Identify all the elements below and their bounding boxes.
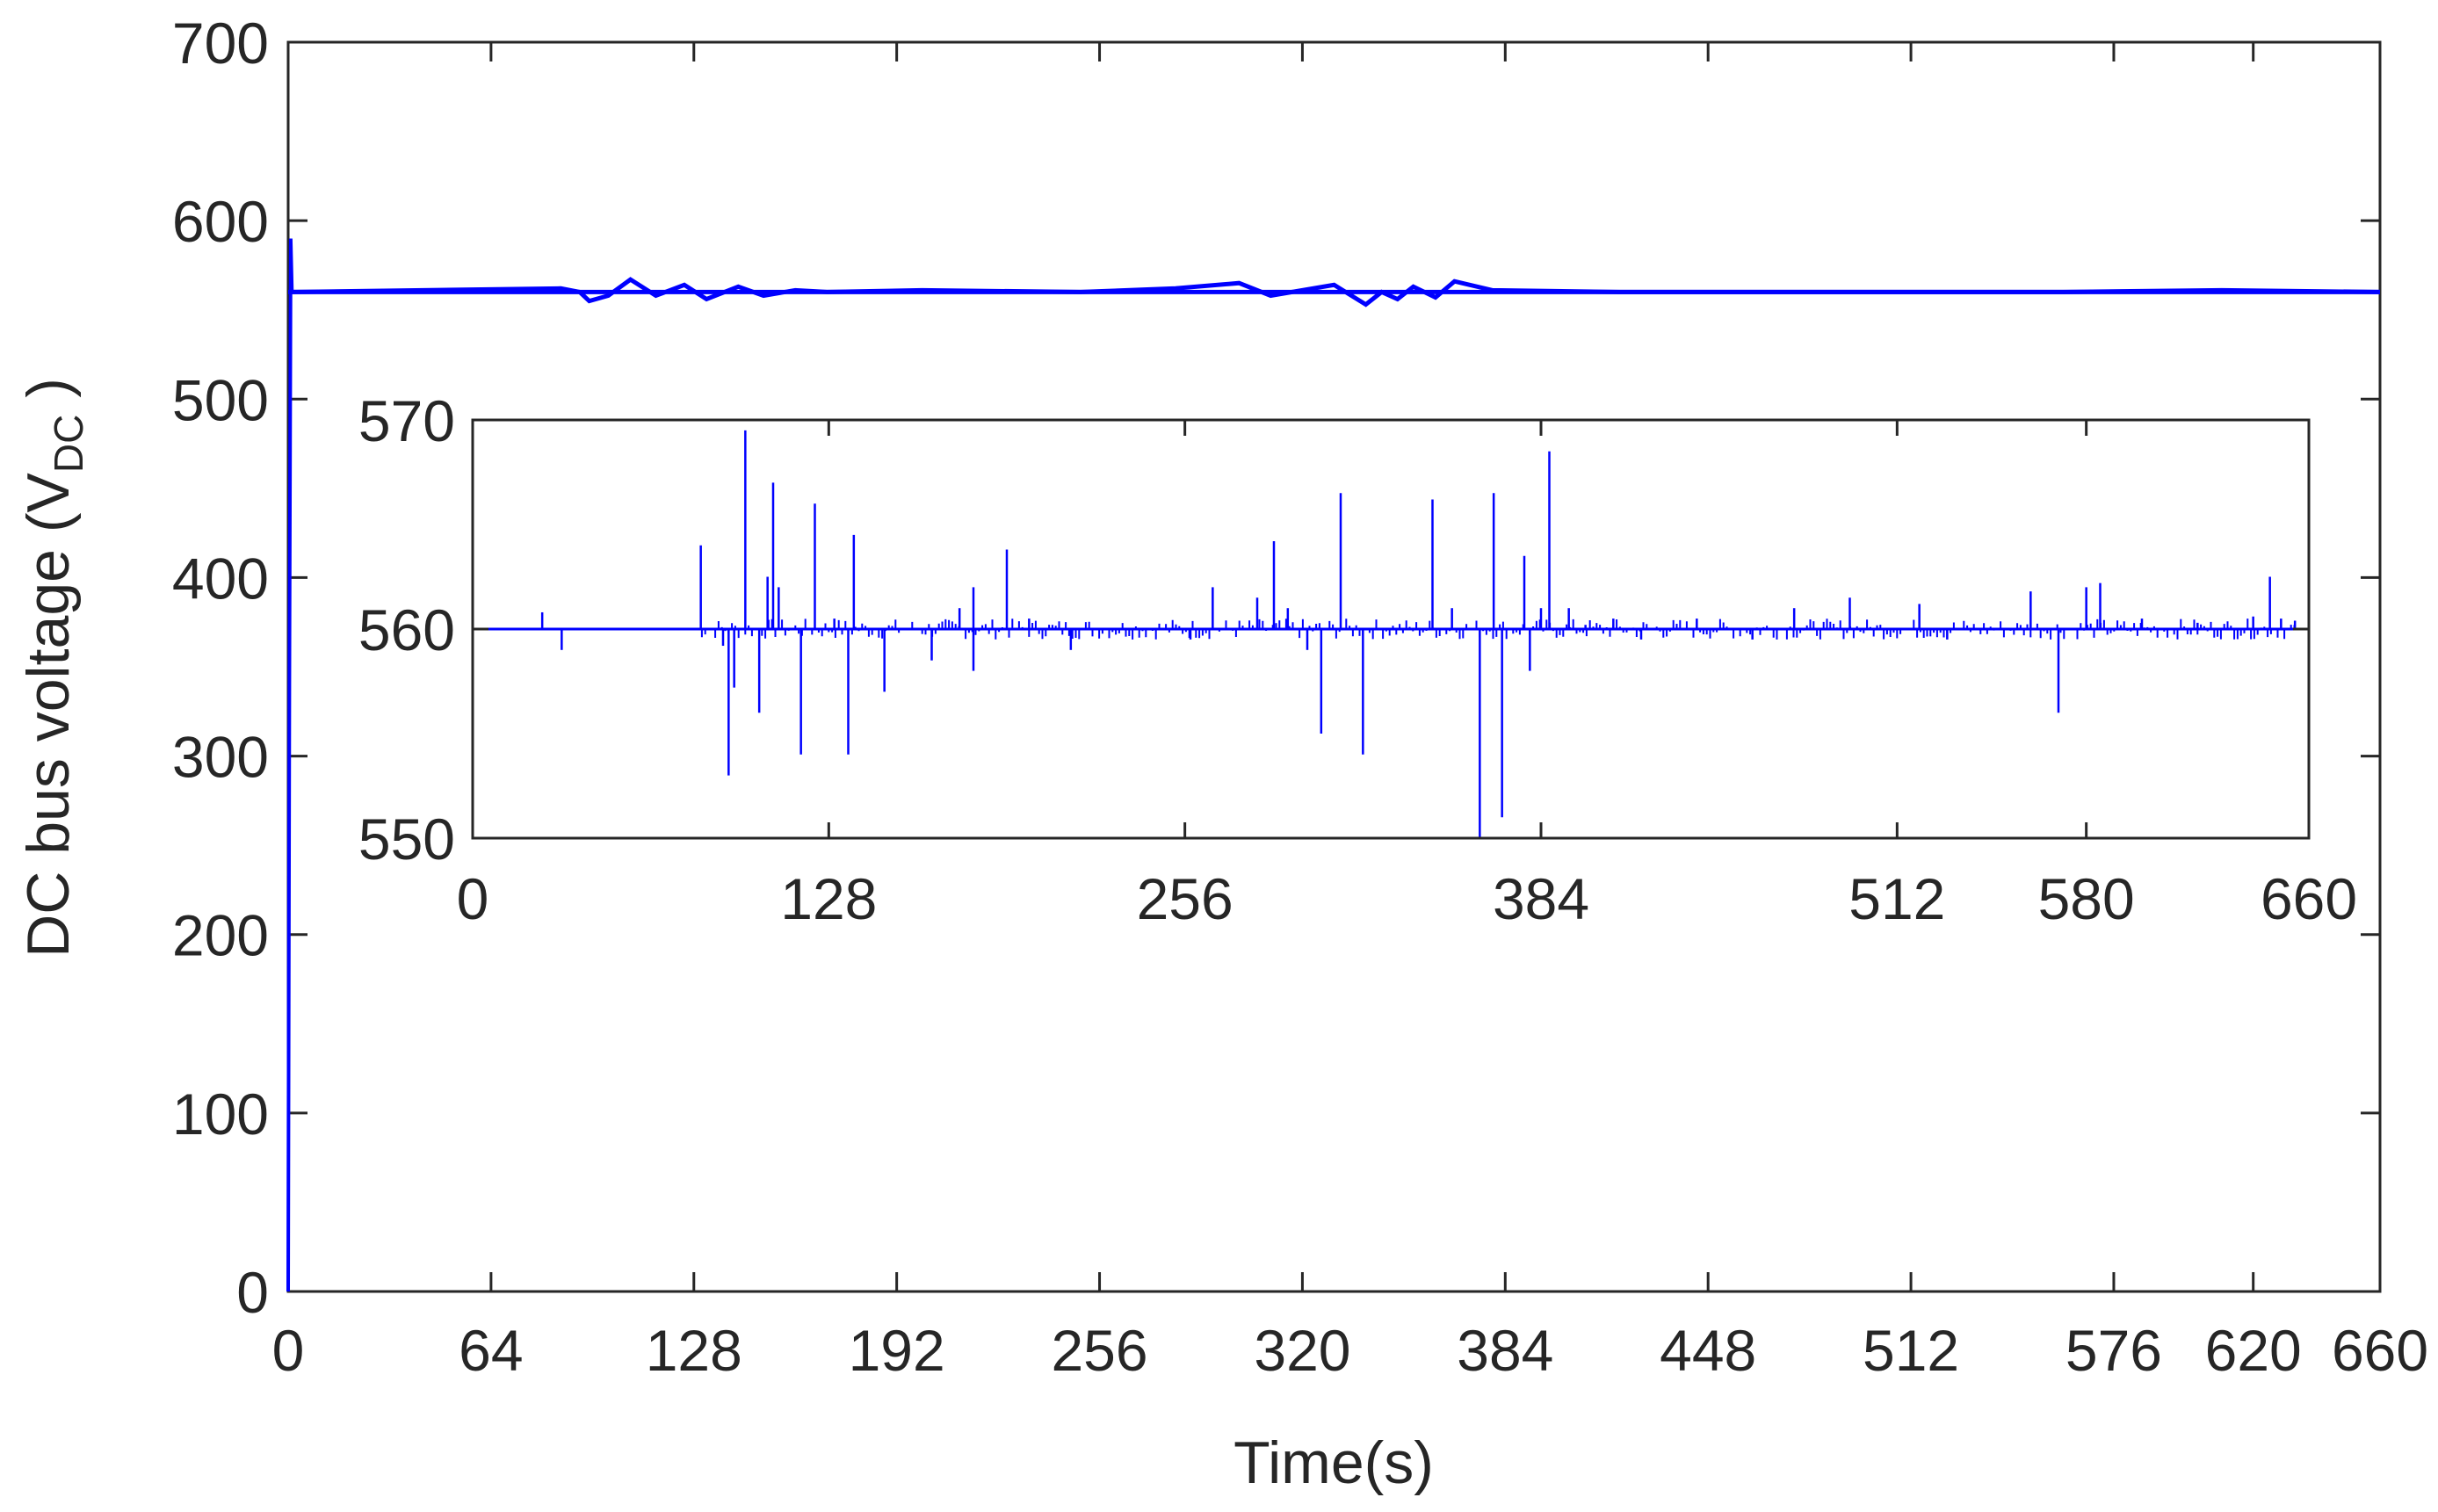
main-x-tick-label: 256 xyxy=(1051,1318,1147,1383)
main-x-tick-label: 128 xyxy=(646,1318,742,1383)
main-ticks xyxy=(286,40,2382,1293)
inset-x-tick-label: 0 xyxy=(457,866,489,931)
main-y-tick-label: 0 xyxy=(236,1260,269,1325)
main-x-tick-label: 448 xyxy=(1660,1318,1756,1383)
inset-x-tick-label: 580 xyxy=(2038,866,2135,931)
inset-y-tick-label: 550 xyxy=(358,807,455,872)
main-x-tick-label: 576 xyxy=(2065,1318,2162,1383)
main-x-tick-label: 620 xyxy=(2205,1318,2302,1383)
inset-x-tick-label: 384 xyxy=(1493,866,1589,931)
x-axis-label: Time(s) xyxy=(1233,1429,1434,1496)
inset-ticks xyxy=(471,418,2311,840)
y-axis-label-main: DC bus voltage (V xyxy=(15,472,82,957)
main-x-tick-label: 0 xyxy=(272,1318,305,1383)
y-axis-label-subscript: DC xyxy=(46,415,91,473)
y-axis-label-close: ) xyxy=(15,378,82,415)
inset-y-tick-label: 560 xyxy=(358,597,455,662)
inset-axes: 0 128 256 384 512 580 660 550 560 570 xyxy=(358,388,2357,931)
inset-series xyxy=(473,430,2309,838)
main-y-tick-label: 600 xyxy=(172,189,269,254)
main-y-tick-label: 100 xyxy=(172,1082,269,1147)
main-x-tick-label: 320 xyxy=(1254,1318,1350,1383)
main-x-tick-label: 384 xyxy=(1457,1318,1553,1383)
main-y-tick-label: 300 xyxy=(172,725,269,790)
y-axis-label: DC bus voltage (VDC ) xyxy=(15,378,91,958)
main-y-tick-label: 500 xyxy=(172,367,269,432)
main-x-tick-label: 660 xyxy=(2332,1318,2428,1383)
main-y-tick-label: 200 xyxy=(172,903,269,968)
main-tick-labels: 0 64 128 192 256 320 384 448 512 576 620 660 0 100 200… xyxy=(172,11,2428,1383)
main-y-tick-label: 700 xyxy=(172,11,269,76)
main-axes: 0 64 128 192 256 320 384 448 512 576 620 660 0 100 200… xyxy=(172,11,2428,1383)
inset-x-tick-label: 660 xyxy=(2261,866,2357,931)
inset-x-tick-label: 512 xyxy=(1848,866,1945,931)
inset-ripple-band xyxy=(694,619,2296,640)
inset-tick-labels: 0 128 256 384 512 580 660 550 560 570 xyxy=(358,388,2357,931)
main-x-tick-label: 512 xyxy=(1863,1318,1959,1383)
main-y-tick-label: 400 xyxy=(172,546,269,611)
inset-x-tick-label: 256 xyxy=(1137,866,1233,931)
inset-y-tick-label: 570 xyxy=(358,388,455,453)
main-x-tick-label: 192 xyxy=(849,1318,945,1383)
main-series xyxy=(286,238,2381,1292)
main-x-tick-label: 64 xyxy=(459,1318,523,1383)
main-startup-line xyxy=(286,238,294,1292)
inset-x-tick-label: 128 xyxy=(780,866,877,931)
